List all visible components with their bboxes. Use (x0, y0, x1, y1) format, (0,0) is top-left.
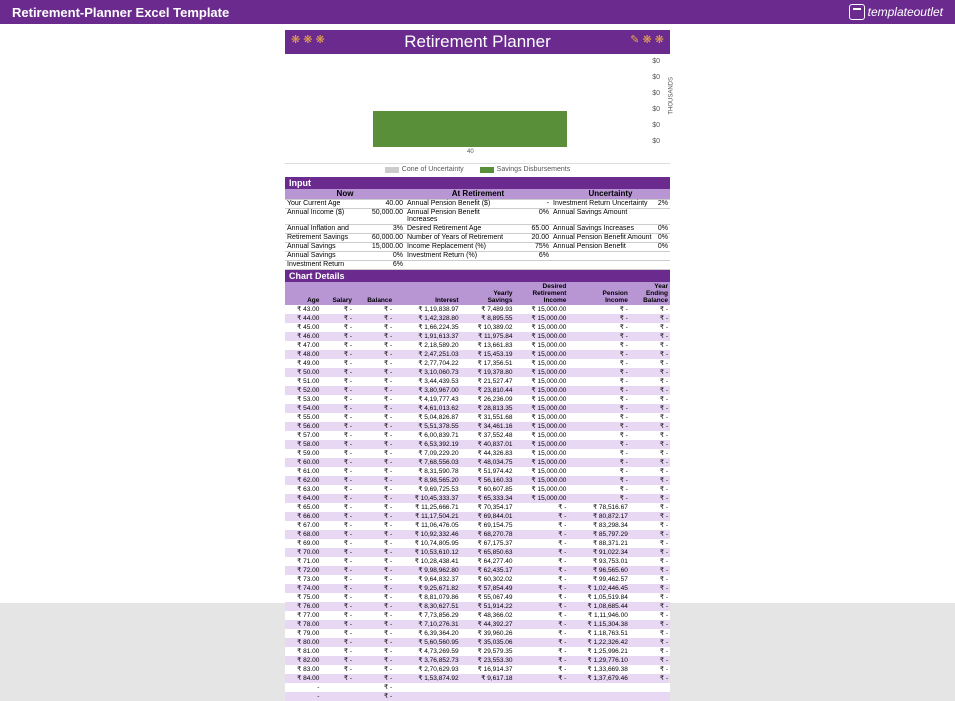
table-row: ₹ 69.00₹ -₹ -₹ 10,74,805.95₹ 67,175.37₹ … (285, 539, 670, 548)
table-row: ₹ 50.00₹ -₹ -₹ 3,10,060.73₹ 19,378.80₹ 1… (285, 368, 670, 377)
input-row: Your Current Age40.00Annual Pension Bene… (285, 200, 670, 209)
deco-right-icon: ✎ ❋ ❋ (630, 33, 664, 46)
col-header: YearEndingBalance (630, 282, 670, 305)
table-row: ₹ 72.00₹ -₹ -₹ 9,98,962.80₹ 62,435.17₹ -… (285, 566, 670, 575)
table-row: ₹ 51.00₹ -₹ -₹ 3,44,439.53₹ 21,527.47₹ 1… (285, 377, 670, 386)
input-row: Annual Savings0%Investment Return (%)6% (285, 252, 670, 261)
y-tick: $0 (652, 58, 660, 65)
table-row: ₹ 82.00₹ -₹ -₹ 3,76,852.73₹ 23,553.30₹ -… (285, 656, 670, 665)
table-row: ₹ 47.00₹ -₹ -₹ 2,18,589.20₹ 13,661.83₹ 1… (285, 341, 670, 350)
y-tick: $0 (652, 138, 660, 145)
legend-item: Savings Disbursements (480, 166, 571, 173)
table-row: ₹ 44.00₹ -₹ -₹ 1,42,328.80₹ 8,895.55₹ 15… (285, 314, 670, 323)
table-row: ₹ 66.00₹ -₹ -₹ 11,17,504.21₹ 69,844.01₹ … (285, 512, 670, 521)
table-row: ₹ 84.00₹ -₹ -₹ 1,53,874.92₹ 9,617.18₹ -₹… (285, 674, 670, 683)
y-tick: $0 (652, 90, 660, 97)
legend-item: Cone of Uncertainty (385, 166, 464, 173)
table-row: ₹ 70.00₹ -₹ -₹ 10,53,610.12₹ 65,850.63₹ … (285, 548, 670, 557)
table-row: ₹ 59.00₹ -₹ -₹ 7,09,229.20₹ 44,326.83₹ 1… (285, 449, 670, 458)
logo-icon (849, 4, 865, 20)
table-row: -₹ - (285, 692, 670, 701)
table-row: ₹ 54.00₹ -₹ -₹ 4,61,013.62₹ 28,813.35₹ 1… (285, 404, 670, 413)
deco-left-icon: ❋ ❋ ❋ (291, 33, 325, 46)
detail-table: AgeSalaryBalanceInterestYearlySavingsDes… (285, 282, 670, 701)
col-ret: At Retirement (405, 189, 551, 200)
logo: templateoutlet (849, 4, 943, 20)
table-row: ₹ 63.00₹ -₹ -₹ 9,69,725.53₹ 60,607.85₹ 1… (285, 485, 670, 494)
input-row: Retirement Savings60,000.00Number of Yea… (285, 234, 670, 243)
y-axis: $0 $0 $0 $0 $0 $0 (652, 58, 660, 145)
chart-legend: Cone of Uncertainty Savings Disbursements (285, 164, 670, 177)
col-header: Age (285, 282, 321, 305)
banner-title: Retirement Planner (404, 32, 550, 51)
x-label: 40 (467, 149, 474, 155)
chart-bar (373, 111, 567, 147)
table-row: ₹ 64.00₹ -₹ -₹ 10,45,333.37₹ 65,333.34₹ … (285, 494, 670, 503)
logo-text: templateoutlet (868, 5, 943, 19)
table-row: ₹ 81.00₹ -₹ -₹ 4,73,269.59₹ 29,579.35₹ -… (285, 647, 670, 656)
table-row: ₹ 79.00₹ -₹ -₹ 6,39,364.20₹ 39,960.26₹ -… (285, 629, 670, 638)
table-row: ₹ 78.00₹ -₹ -₹ 7,10,276.31₹ 44,392.27₹ -… (285, 620, 670, 629)
y-tick: $0 (652, 74, 660, 81)
table-row: ₹ 68.00₹ -₹ -₹ 10,92,332.46₹ 68,270.78₹ … (285, 530, 670, 539)
topbar: Retirement-Planner Excel Template templa… (0, 0, 955, 24)
col-unc: Uncertainty (551, 189, 670, 200)
chart: $0$0$0$0$0$0 THOUSANDS 40 (285, 54, 670, 164)
table-row: ₹ 65.00₹ -₹ -₹ 11,25,666.71₹ 70,354.17₹ … (285, 503, 670, 512)
y-tick: $0 (652, 106, 660, 113)
table-row: ₹ 49.00₹ -₹ -₹ 2,77,704.22₹ 17,356.51₹ 1… (285, 359, 670, 368)
col-header: YearlySavings (461, 282, 515, 305)
table-row: ₹ 55.00₹ -₹ -₹ 5,04,826.87₹ 31,551.68₹ 1… (285, 413, 670, 422)
col-now: Now (285, 189, 405, 200)
y-axis-title: THOUSANDS (669, 77, 675, 115)
table-row: ₹ 74.00₹ -₹ -₹ 9,25,671.82₹ 57,854.49₹ -… (285, 584, 670, 593)
table-row: ₹ 76.00₹ -₹ -₹ 8,30,627.51₹ 51,914.22₹ -… (285, 602, 670, 611)
table-row: ₹ 62.00₹ -₹ -₹ 8,98,565.20₹ 56,160.33₹ 1… (285, 476, 670, 485)
table-row: ₹ 61.00₹ -₹ -₹ 8,31,590.78₹ 51,974.42₹ 1… (285, 467, 670, 476)
table-row: ₹ 43.00₹ -₹ -₹ 1,19,838.97₹ 7,489.93₹ 15… (285, 305, 670, 314)
table-row: ₹ 57.00₹ -₹ -₹ 6,00,839.71₹ 37,552.48₹ 1… (285, 431, 670, 440)
col-header: DesiredRetirementIncome (515, 282, 569, 305)
y-tick: $0 (652, 122, 660, 129)
table-row: ₹ 46.00₹ -₹ -₹ 1,91,613.37₹ 11,975.84₹ 1… (285, 332, 670, 341)
page-title: Retirement-Planner Excel Template (12, 5, 229, 20)
banner: ❋ ❋ ❋ Retirement Planner ✎ ❋ ❋ (285, 30, 670, 54)
table-row: ₹ 67.00₹ -₹ -₹ 11,06,476.05₹ 69,154.75₹ … (285, 521, 670, 530)
input-grid: Now At Retirement Uncertainty (285, 189, 670, 200)
col-header: Balance (354, 282, 394, 305)
table-row: ₹ 73.00₹ -₹ -₹ 9,64,832.37₹ 60,302.02₹ -… (285, 575, 670, 584)
table-row: ₹ 45.00₹ -₹ -₹ 1,66,224.35₹ 10,389.02₹ 1… (285, 323, 670, 332)
col-header: Interest (394, 282, 460, 305)
table-row: ₹ 53.00₹ -₹ -₹ 4,19,777.43₹ 26,236.09₹ 1… (285, 395, 670, 404)
table-row: ₹ 56.00₹ -₹ -₹ 5,51,378.55₹ 34,461.16₹ 1… (285, 422, 670, 431)
input-row: Annual Savings15,000.00Income Replacemen… (285, 243, 670, 252)
table-row: ₹ 83.00₹ -₹ -₹ 2,70,629.93₹ 16,914.37₹ -… (285, 665, 670, 674)
table-row: ₹ 60.00₹ -₹ -₹ 7,68,556.03₹ 48,034.75₹ 1… (285, 458, 670, 467)
table-row: ₹ 80.00₹ -₹ -₹ 5,60,560.95₹ 35,035.06₹ -… (285, 638, 670, 647)
input-header: Input (285, 177, 670, 189)
table-row: ₹ 71.00₹ -₹ -₹ 10,28,438.41₹ 64,277.40₹ … (285, 557, 670, 566)
details-header: Chart Details (285, 270, 670, 282)
input-row: Annual Inflation and3%Desired Retirement… (285, 225, 670, 234)
input-row: Investment Return6% (285, 261, 670, 270)
col-header: PensionIncome (568, 282, 629, 305)
table-row: ₹ 77.00₹ -₹ -₹ 7,73,856.29₹ 48,366.02₹ -… (285, 611, 670, 620)
input-row: Annual Income ($)50,000.00Annual Pension… (285, 209, 670, 225)
table-row: ₹ 58.00₹ -₹ -₹ 6,53,392.19₹ 40,837.01₹ 1… (285, 440, 670, 449)
table-row: ₹ 75.00₹ -₹ -₹ 8,81,079.86₹ 55,067.49₹ -… (285, 593, 670, 602)
table-row: -₹ - (285, 683, 670, 692)
col-header: Salary (321, 282, 354, 305)
table-row: ₹ 48.00₹ -₹ -₹ 2,47,251.03₹ 15,453.19₹ 1… (285, 350, 670, 359)
table-row: ₹ 52.00₹ -₹ -₹ 3,80,967.00₹ 23,810.44₹ 1… (285, 386, 670, 395)
